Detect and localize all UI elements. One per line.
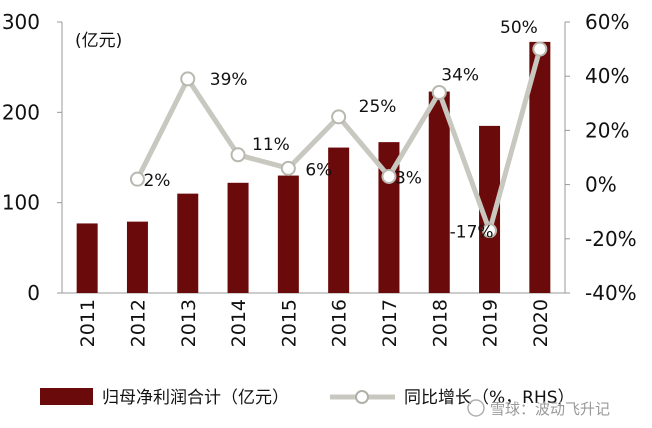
right-tick-label: -40% <box>585 281 637 305</box>
x-tick-label: 2020 <box>530 299 552 347</box>
watermark-text: 雪球：波动飞升记 <box>490 400 610 418</box>
bar-series <box>76 41 551 293</box>
legend: 归母净利润合计（亿元） 同比增长（%，RHS） <box>40 388 575 408</box>
growth-point-2017 <box>381 168 397 184</box>
x-tick-label: 2016 <box>329 299 351 347</box>
bar-2018 <box>428 91 450 293</box>
bar-2015 <box>277 175 299 293</box>
left-tick-label: 300 <box>2 10 40 34</box>
left-tick-label: 0 <box>27 281 40 305</box>
legend-line-label: 同比增长（%，RHS） <box>404 388 575 408</box>
legend-line-marker <box>355 390 369 404</box>
growth-point-2020 <box>532 41 548 57</box>
growth-line-series: 2% 39% 11% 6% 25% 3% 34% -17% 50% <box>129 18 548 243</box>
snowball-logo-icon <box>467 399 485 417</box>
growth-data-label: -17% <box>450 223 494 243</box>
growth-point-2019 <box>482 223 498 239</box>
right-tick-label: 40% <box>585 64 629 88</box>
right-axis-ticks: -40% -20% 0% 20% 40% 60% <box>565 10 637 305</box>
bar-2019 <box>479 125 501 293</box>
x-tick-label: 2015 <box>278 299 300 347</box>
legend-bar-swatch <box>40 388 93 405</box>
growth-point-2015 <box>280 160 296 176</box>
left-axis-ticks: 0 100 200 300 <box>2 10 62 305</box>
growth-point-2014 <box>230 147 246 163</box>
right-tick-label: -20% <box>585 227 637 251</box>
bar-2020 <box>529 41 551 293</box>
x-tick-label: 2012 <box>127 299 149 347</box>
left-tick-label: 200 <box>2 100 40 124</box>
right-tick-label: 60% <box>585 10 629 34</box>
growth-point-2018 <box>431 84 447 100</box>
left-tick-label: 100 <box>2 191 40 215</box>
growth-data-label: 2% <box>143 171 170 191</box>
bar-2012 <box>126 221 148 293</box>
growth-data-label: 6% <box>305 160 332 180</box>
x-tick-label: 2014 <box>228 299 250 347</box>
growth-point-2012 <box>129 171 145 187</box>
bar-2011 <box>76 223 98 293</box>
x-tick-label: 2019 <box>480 299 502 347</box>
growth-data-label: 3% <box>395 168 422 188</box>
bar-2013 <box>177 193 199 293</box>
growth-point-2013 <box>180 71 196 87</box>
x-tick-label: 2013 <box>178 299 200 347</box>
x-tick-label: 2018 <box>429 299 451 347</box>
growth-data-label: 25% <box>359 97 397 117</box>
bar-2016 <box>328 147 350 293</box>
left-axis-unit: (亿元) <box>75 31 122 51</box>
growth-data-label: 39% <box>210 70 248 90</box>
watermark: 雪球：波动飞升记 <box>467 399 610 418</box>
x-axis-ticks: 2011 2012 2013 2014 2015 2016 2017 2018 2019 2020 <box>77 299 552 347</box>
growth-data-label: 34% <box>441 65 479 85</box>
x-tick-label: 2017 <box>379 299 401 347</box>
bar-2014 <box>227 182 249 293</box>
x-tick-label: 2011 <box>77 299 99 347</box>
right-tick-label: 20% <box>585 118 629 142</box>
growth-data-label: 11% <box>252 135 290 155</box>
growth-data-label: 50% <box>500 18 538 38</box>
legend-bar-label: 归母净利润合计（亿元） <box>102 388 289 408</box>
right-tick-label: 0% <box>585 173 617 197</box>
growth-point-2016 <box>331 109 347 125</box>
